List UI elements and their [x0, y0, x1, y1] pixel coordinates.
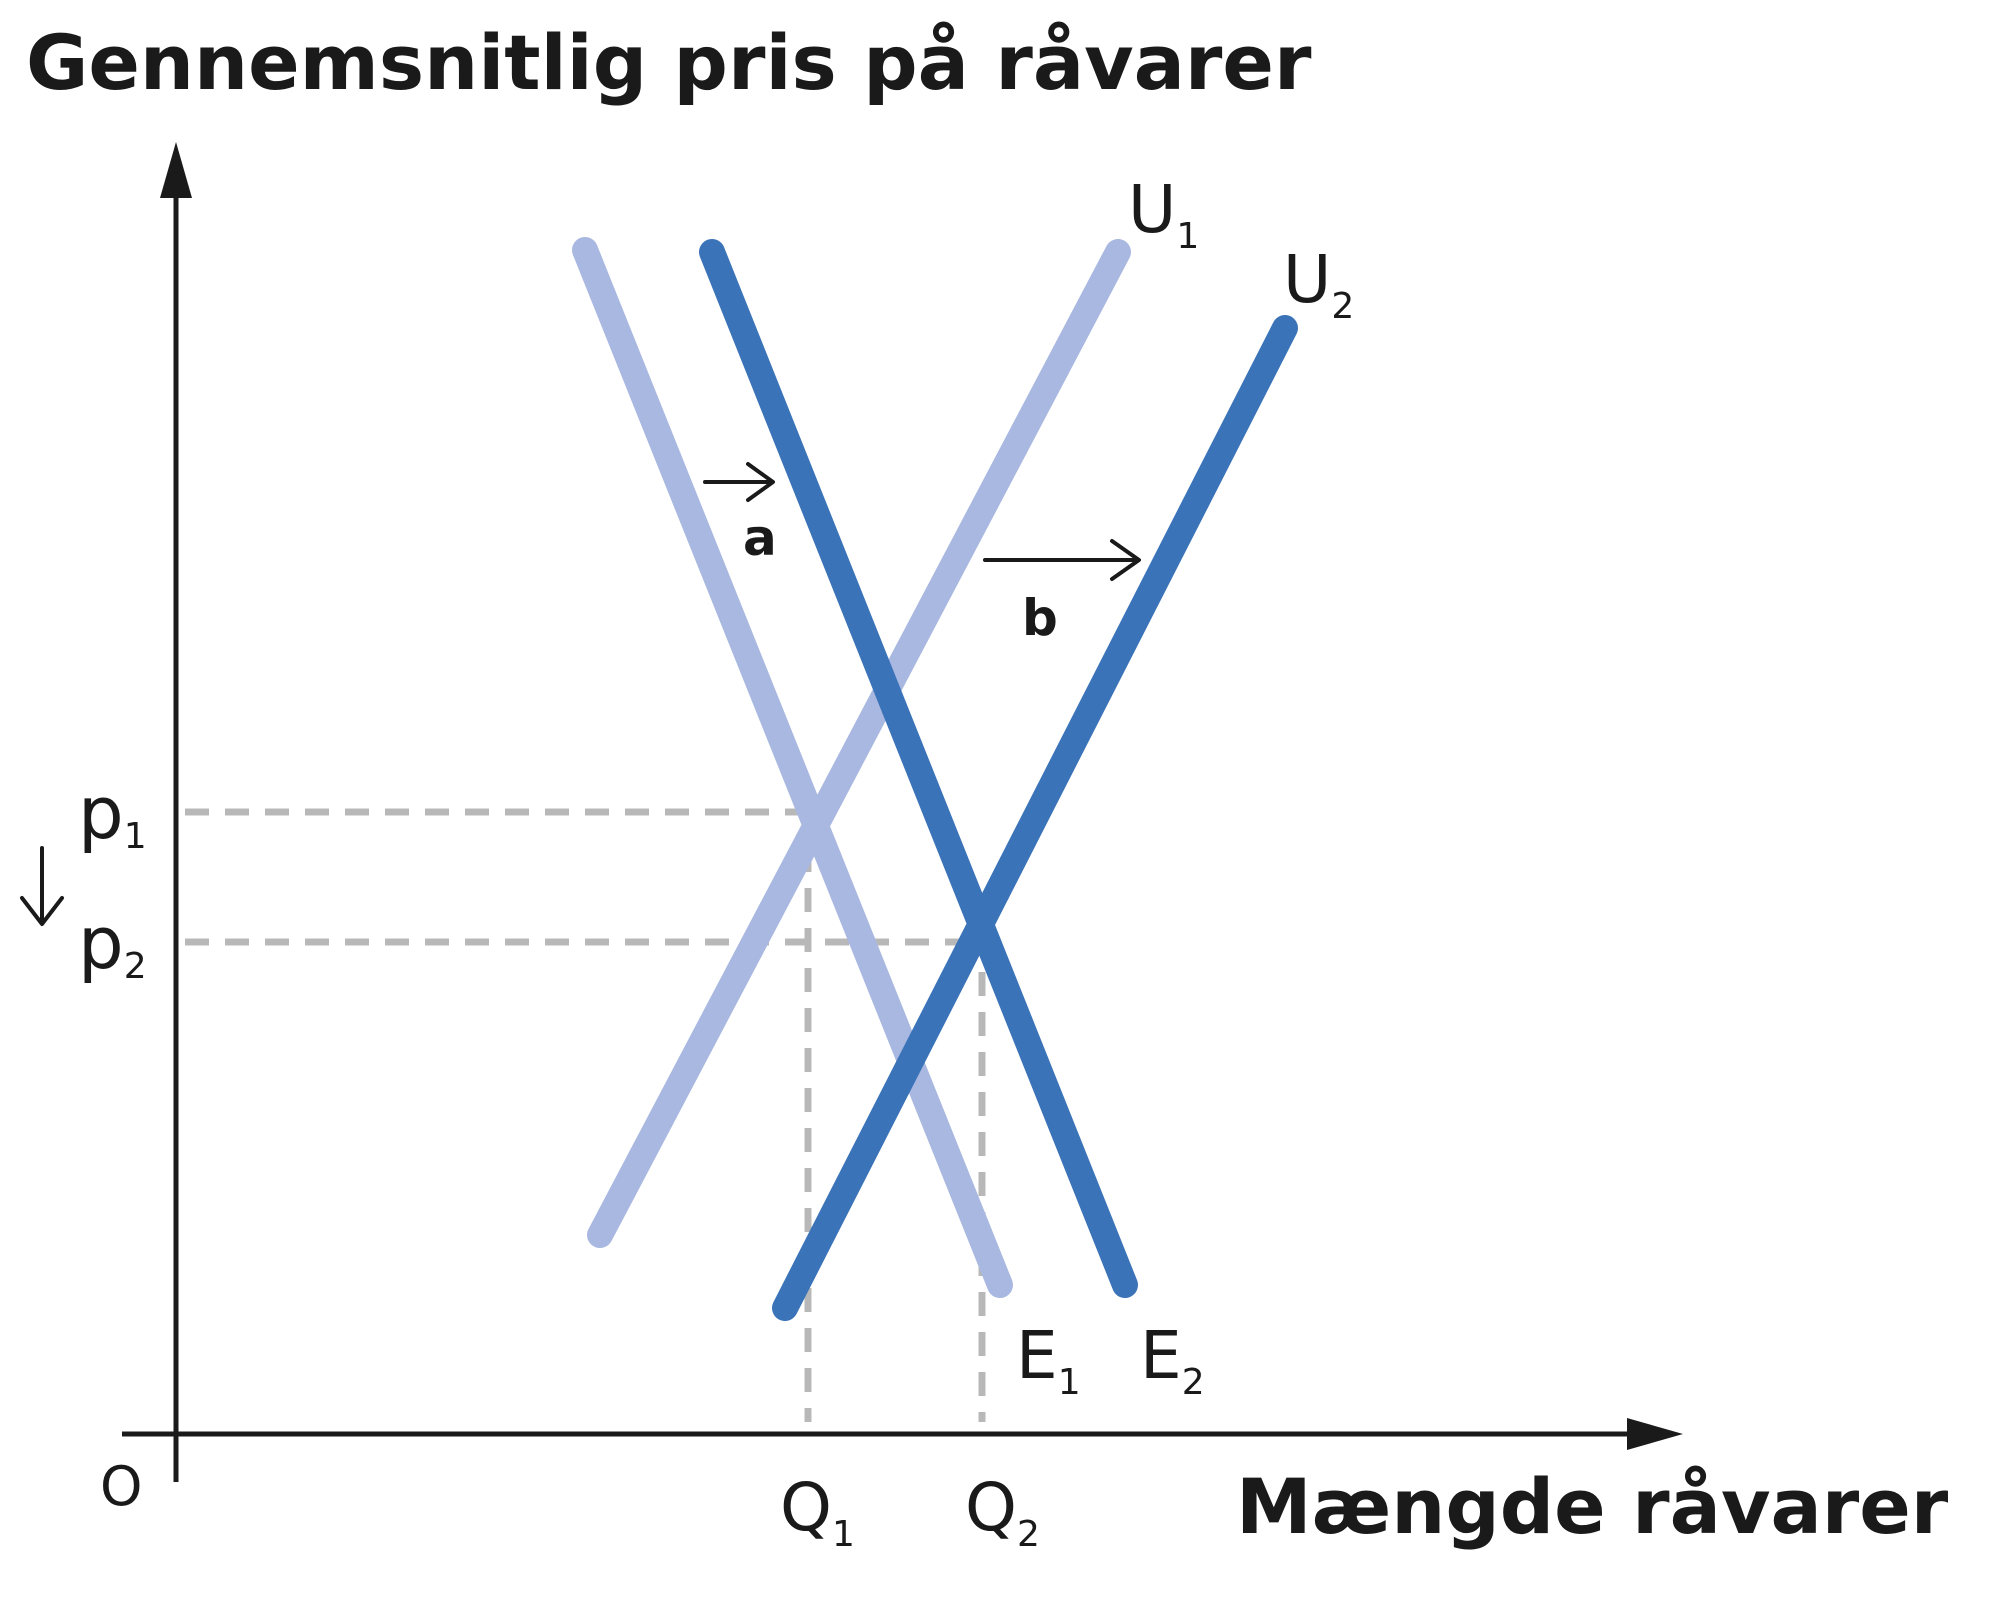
- shift-arrow-b: [983, 539, 1141, 581]
- x-axis-arrowhead: [1627, 1418, 1683, 1450]
- quantity-label-Q1: Q1: [780, 1469, 855, 1555]
- price-down-arrow: [20, 846, 64, 926]
- quantity-label-Q2: Q2: [965, 1469, 1040, 1555]
- curve-U2: [772, 315, 1298, 1321]
- x-axis-title: Mængde råvarer: [1236, 1462, 1949, 1551]
- guide-lines: [185, 808, 986, 1422]
- label-E1: E1: [1016, 1317, 1081, 1403]
- shift-arrows: [20, 462, 1141, 926]
- shift-arrow-a: [703, 462, 775, 502]
- curve-U1: [587, 239, 1131, 1248]
- axes: [122, 142, 1683, 1482]
- y-axis-arrowhead: [160, 142, 192, 198]
- label-U1: U1: [1128, 171, 1199, 257]
- price-label-p2: p2: [78, 901, 147, 987]
- shift-label-a: a: [743, 509, 777, 567]
- shift-label-b: b: [1022, 589, 1058, 647]
- price-label-p1: p1: [78, 771, 147, 857]
- labels: a b O U1 U2 E1 E2 p1 p2 Q1 Q2: [78, 171, 1354, 1555]
- origin-label: O: [100, 1455, 143, 1518]
- curves: [572, 237, 1298, 1321]
- curve-E2: [699, 239, 1138, 1298]
- label-U2: U2: [1283, 241, 1354, 327]
- curve-E1: [572, 237, 1013, 1298]
- label-E2: E2: [1140, 1317, 1205, 1403]
- y-axis-title: Gennemsnitlig pris på råvarer: [26, 18, 1312, 107]
